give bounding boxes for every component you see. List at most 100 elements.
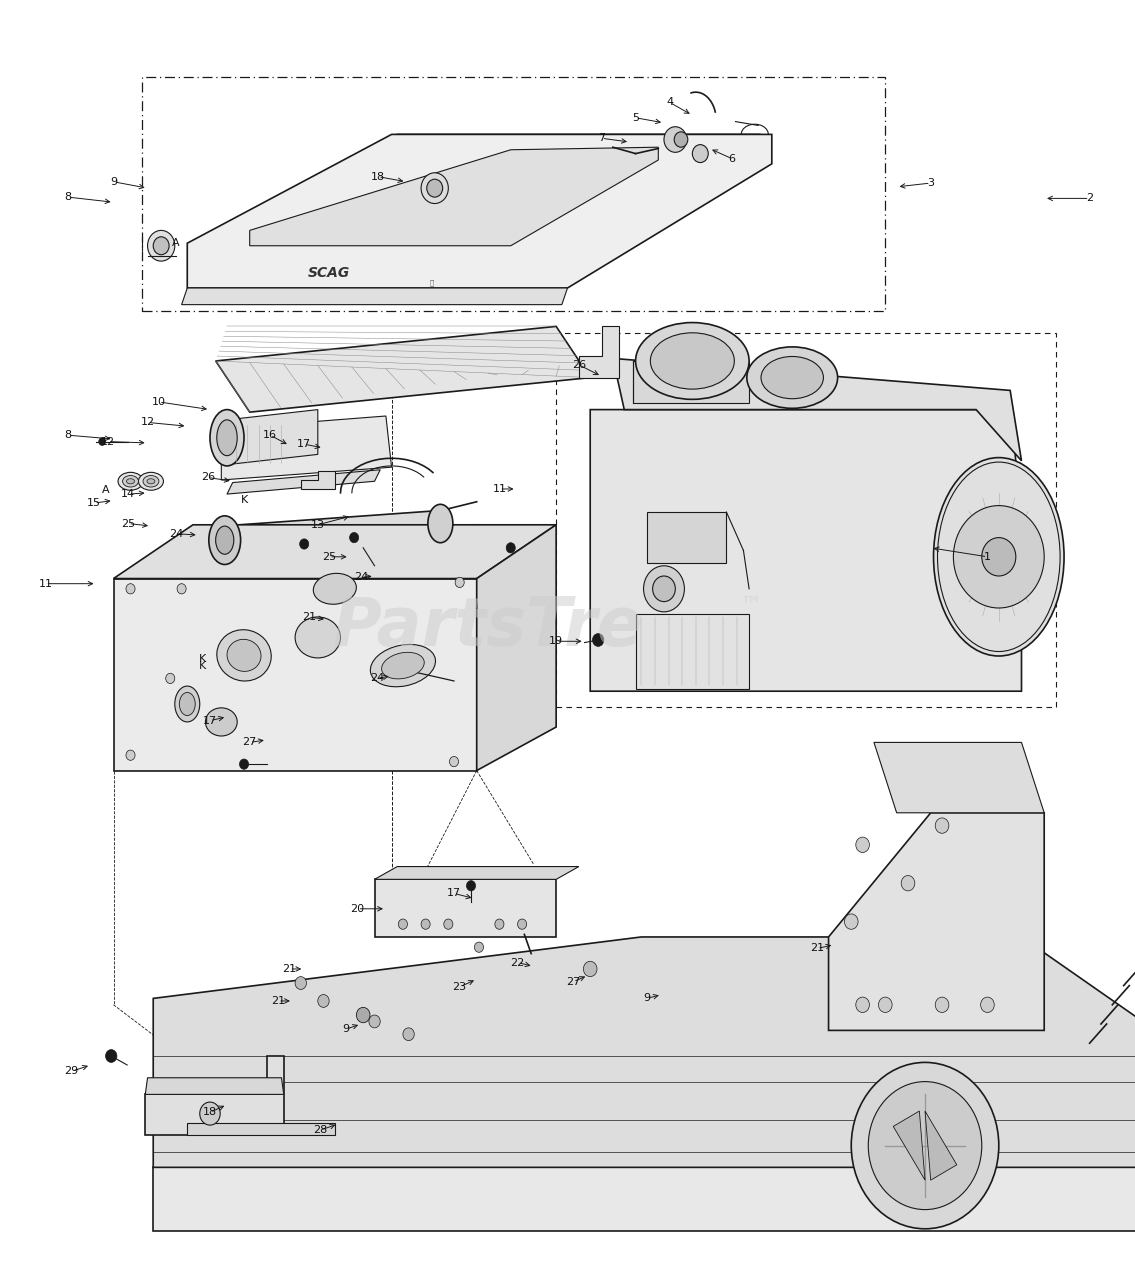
Text: 1: 1 — [984, 552, 991, 562]
Polygon shape — [227, 470, 380, 494]
Text: 11: 11 — [39, 579, 52, 589]
Polygon shape — [477, 525, 556, 771]
Text: 23: 23 — [453, 982, 466, 992]
Polygon shape — [633, 361, 749, 403]
Text: 12: 12 — [141, 417, 154, 428]
Ellipse shape — [210, 410, 244, 466]
Text: 9: 9 — [110, 177, 117, 187]
Circle shape — [518, 919, 527, 929]
Text: SCAG: SCAG — [308, 266, 351, 279]
Circle shape — [403, 1028, 414, 1041]
Circle shape — [148, 230, 175, 261]
Text: 8: 8 — [65, 192, 72, 202]
Text: 9: 9 — [343, 1024, 350, 1034]
Ellipse shape — [175, 686, 200, 722]
Circle shape — [126, 584, 135, 594]
Polygon shape — [375, 879, 556, 937]
Polygon shape — [187, 134, 772, 288]
Circle shape — [99, 438, 106, 445]
Circle shape — [444, 919, 453, 929]
Polygon shape — [193, 243, 624, 288]
Text: 24: 24 — [169, 529, 183, 539]
Text: 14: 14 — [121, 489, 135, 499]
Ellipse shape — [760, 357, 823, 399]
Polygon shape — [925, 1111, 957, 1180]
Circle shape — [398, 919, 407, 929]
Text: 19: 19 — [549, 636, 563, 646]
Polygon shape — [145, 1078, 284, 1094]
Circle shape — [935, 997, 949, 1012]
Circle shape — [851, 1062, 999, 1229]
Text: 8: 8 — [65, 430, 72, 440]
Circle shape — [427, 179, 443, 197]
Circle shape — [300, 539, 309, 549]
Text: K: K — [199, 660, 205, 671]
Circle shape — [653, 576, 675, 602]
Text: 18: 18 — [203, 1107, 217, 1117]
Polygon shape — [153, 1167, 1135, 1231]
Ellipse shape — [127, 479, 135, 484]
Polygon shape — [613, 358, 1022, 461]
Ellipse shape — [636, 323, 749, 399]
Text: 20: 20 — [351, 904, 364, 914]
Text: 22: 22 — [511, 957, 524, 968]
Circle shape — [239, 759, 249, 769]
Text: 24: 24 — [370, 673, 384, 684]
Text: 7: 7 — [598, 133, 605, 143]
Ellipse shape — [216, 526, 234, 554]
Text: 12: 12 — [101, 436, 115, 447]
Circle shape — [856, 997, 869, 1012]
Polygon shape — [145, 1056, 284, 1135]
Circle shape — [421, 173, 448, 204]
Ellipse shape — [227, 639, 261, 672]
Polygon shape — [227, 410, 318, 465]
Text: 11: 11 — [493, 484, 506, 494]
Polygon shape — [829, 813, 1044, 1030]
Circle shape — [878, 997, 892, 1012]
Ellipse shape — [370, 644, 436, 687]
Text: 21: 21 — [302, 612, 316, 622]
Circle shape — [177, 584, 186, 594]
Circle shape — [449, 756, 459, 767]
Polygon shape — [153, 937, 1135, 1167]
Text: 🐯: 🐯 — [429, 279, 434, 287]
Ellipse shape — [148, 479, 154, 484]
Polygon shape — [114, 579, 477, 771]
Circle shape — [981, 997, 994, 1012]
Circle shape — [692, 145, 708, 163]
Text: 21: 21 — [283, 964, 296, 974]
Polygon shape — [647, 512, 726, 563]
Text: 26: 26 — [572, 360, 586, 370]
Polygon shape — [216, 326, 590, 412]
Text: 5: 5 — [632, 113, 639, 123]
Ellipse shape — [179, 692, 195, 716]
Text: 26: 26 — [201, 472, 215, 483]
Polygon shape — [187, 1123, 335, 1135]
Circle shape — [106, 1050, 117, 1062]
Circle shape — [153, 237, 169, 255]
Text: 21: 21 — [810, 943, 824, 954]
Text: 27: 27 — [566, 977, 580, 987]
Polygon shape — [375, 867, 579, 879]
Circle shape — [126, 750, 135, 760]
Ellipse shape — [138, 472, 163, 490]
Circle shape — [474, 942, 484, 952]
Text: 16: 16 — [263, 430, 277, 440]
Text: K: K — [199, 654, 205, 664]
Circle shape — [356, 1007, 370, 1023]
Circle shape — [466, 881, 476, 891]
Circle shape — [644, 566, 684, 612]
Circle shape — [495, 919, 504, 929]
Polygon shape — [590, 410, 1022, 691]
Circle shape — [421, 919, 430, 929]
Text: 3: 3 — [927, 178, 934, 188]
Text: 29: 29 — [65, 1066, 78, 1076]
Circle shape — [369, 1015, 380, 1028]
Circle shape — [455, 577, 464, 588]
Text: 17: 17 — [203, 716, 217, 726]
Text: 24: 24 — [354, 572, 368, 582]
Circle shape — [664, 127, 687, 152]
Circle shape — [868, 1082, 982, 1210]
Text: 10: 10 — [152, 397, 166, 407]
Text: 21: 21 — [271, 996, 285, 1006]
